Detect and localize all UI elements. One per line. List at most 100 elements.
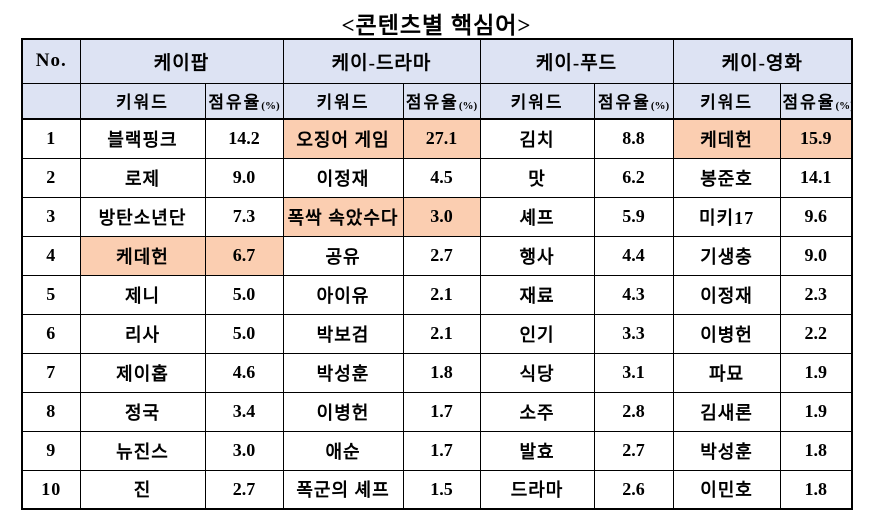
share-cell: 9.0 xyxy=(204,157,284,198)
row-number-cell: 1 xyxy=(21,118,81,159)
keyword-cell: 김새론 xyxy=(672,391,781,432)
keyword-cell: 기생충 xyxy=(672,235,781,276)
keyword-cell: 뉴진스 xyxy=(79,430,206,471)
keyword-subheader: 키워드 xyxy=(672,82,781,120)
share-unit-label: (%) xyxy=(458,100,478,113)
share-cell: 1.9 xyxy=(779,352,853,393)
keyword-cell: 공유 xyxy=(282,235,404,276)
page-title: <콘텐츠별 핵심어> xyxy=(341,13,532,38)
share-cell: 2.7 xyxy=(593,430,674,471)
share-cell: 3.4 xyxy=(204,391,284,432)
keyword-cell: 박보검 xyxy=(282,313,404,354)
share-unit-label: (%) xyxy=(261,100,280,113)
table-row: 9 뉴진스 3.0 애순 1.7 발효 2.7 박성훈 1.8 xyxy=(21,430,853,471)
keyword-cell: 애순 xyxy=(282,430,404,471)
table-row: 7 제이홉 4.6 박성훈 1.8 식당 3.1 파묘 1.9 xyxy=(21,352,853,393)
share-label: 점유율 xyxy=(208,93,262,113)
keyword-cell: 리사 xyxy=(79,313,206,354)
share-cell: 1.7 xyxy=(402,391,481,432)
table-row: 2 로제 9.0 이정재 4.5 맛 6.2 봉준호 14.1 xyxy=(21,157,853,198)
share-cell: 3.0 xyxy=(204,430,284,471)
keyword-cell: 셰프 xyxy=(479,196,595,237)
share-cell: 5.0 xyxy=(204,313,284,354)
keyword-cell: 진 xyxy=(79,469,206,510)
share-cell: 1.8 xyxy=(779,430,853,471)
share-cell: 4.3 xyxy=(593,274,674,315)
share-label: 점유율 xyxy=(782,93,836,113)
share-cell: 4.6 xyxy=(204,352,284,393)
share-cell: 2.1 xyxy=(402,313,481,354)
share-cell: 14.2 xyxy=(204,118,284,159)
share-cell: 2.2 xyxy=(779,313,853,354)
keyword-cell: 아이유 xyxy=(282,274,404,315)
table-row: 4 케데헌 6.7 공유 2.7 행사 4.4 기생충 9.0 xyxy=(21,235,853,276)
keyword-cell: 발효 xyxy=(479,430,595,471)
table-row: 5 제니 5.0 아이유 2.1 재료 4.3 이정재 2.3 xyxy=(21,274,853,315)
row-number-cell: 10 xyxy=(21,469,81,510)
share-cell: 3.3 xyxy=(593,313,674,354)
share-cell: 2.3 xyxy=(779,274,853,315)
row-number-cell: 9 xyxy=(21,430,81,471)
keyword-cell: 폭싹 속았수다 xyxy=(282,196,404,237)
no-column-header: No. xyxy=(21,38,81,84)
share-cell: 27.1 xyxy=(402,118,481,159)
group-header-row: No. 케이팝 케이-드라마 케이-푸드 케이-영화 xyxy=(21,38,853,84)
share-cell: 1.8 xyxy=(779,469,853,510)
row-number-cell: 2 xyxy=(21,157,81,198)
share-cell: 2.7 xyxy=(402,235,481,276)
share-cell: 9.6 xyxy=(779,196,853,237)
share-cell: 5.9 xyxy=(593,196,674,237)
keyword-cell: 맛 xyxy=(479,157,595,198)
keyword-subheader: 키워드 xyxy=(79,82,206,120)
group-header-kfood: 케이-푸드 xyxy=(479,38,674,84)
keyword-cell: 박성훈 xyxy=(672,430,781,471)
table-row: 3 방탄소년단 7.3 폭싹 속았수다 3.0 셰프 5.9 미키17 9.6 xyxy=(21,196,853,237)
keywords-table: No. 케이팝 케이-드라마 케이-푸드 케이-영화 키워드 점유율(%) 키워… xyxy=(21,38,854,510)
table-row: 8 정국 3.4 이병헌 1.7 소주 2.8 김새론 1.9 xyxy=(21,391,853,432)
table-row: 6 리사 5.0 박보검 2.1 인기 3.3 이병헌 2.2 xyxy=(21,313,853,354)
keyword-cell: 이병헌 xyxy=(672,313,781,354)
share-cell: 1.5 xyxy=(402,469,481,510)
table-row: 1 블랙핑크 14.2 오징어 게임 27.1 김치 8.8 케데헌 15.9 xyxy=(21,118,853,159)
keyword-cell: 박성훈 xyxy=(282,352,404,393)
keyword-cell: 파묘 xyxy=(672,352,781,393)
keyword-cell: 봉준호 xyxy=(672,157,781,198)
share-cell: 2.8 xyxy=(593,391,674,432)
row-number-cell: 6 xyxy=(21,313,81,354)
row-number-cell: 3 xyxy=(21,196,81,237)
table-row: 10 진 2.7 폭군의 셰프 1.5 드라마 2.6 이민호 1.8 xyxy=(21,469,853,510)
share-label: 점유율 xyxy=(597,93,651,113)
share-cell: 3.0 xyxy=(402,196,481,237)
keyword-subheader: 키워드 xyxy=(479,82,595,120)
group-header-kdrama: 케이-드라마 xyxy=(282,38,481,84)
empty-header-cell xyxy=(21,82,81,120)
share-cell: 14.1 xyxy=(779,157,853,198)
share-cell: 1.9 xyxy=(779,391,853,432)
share-subheader: 점유율(%) xyxy=(402,82,481,120)
share-cell: 15.9 xyxy=(779,118,853,159)
share-cell: 2.6 xyxy=(593,469,674,510)
keyword-cell: 이정재 xyxy=(282,157,404,198)
share-cell: 6.2 xyxy=(593,157,674,198)
keyword-cell: 행사 xyxy=(479,235,595,276)
share-label: 점유율 xyxy=(405,93,459,113)
keyword-cell: 김치 xyxy=(479,118,595,159)
keyword-cell: 제니 xyxy=(79,274,206,315)
share-cell: 3.1 xyxy=(593,352,674,393)
keyword-cell: 인기 xyxy=(479,313,595,354)
share-cell: 5.0 xyxy=(204,274,284,315)
keyword-cell: 폭군의 셰프 xyxy=(282,469,404,510)
keyword-subheader: 키워드 xyxy=(282,82,404,120)
share-unit-label: (%) xyxy=(650,100,670,113)
share-cell: 9.0 xyxy=(779,235,853,276)
share-cell: 4.4 xyxy=(593,235,674,276)
row-number-cell: 4 xyxy=(21,235,81,276)
keyword-cell: 블랙핑크 xyxy=(79,118,206,159)
share-cell: 1.7 xyxy=(402,430,481,471)
share-cell: 1.8 xyxy=(402,352,481,393)
share-cell: 2.1 xyxy=(402,274,481,315)
share-unit-label: (%) xyxy=(835,100,853,113)
share-cell: 7.3 xyxy=(204,196,284,237)
keyword-cell: 식당 xyxy=(479,352,595,393)
keyword-cell: 정국 xyxy=(79,391,206,432)
